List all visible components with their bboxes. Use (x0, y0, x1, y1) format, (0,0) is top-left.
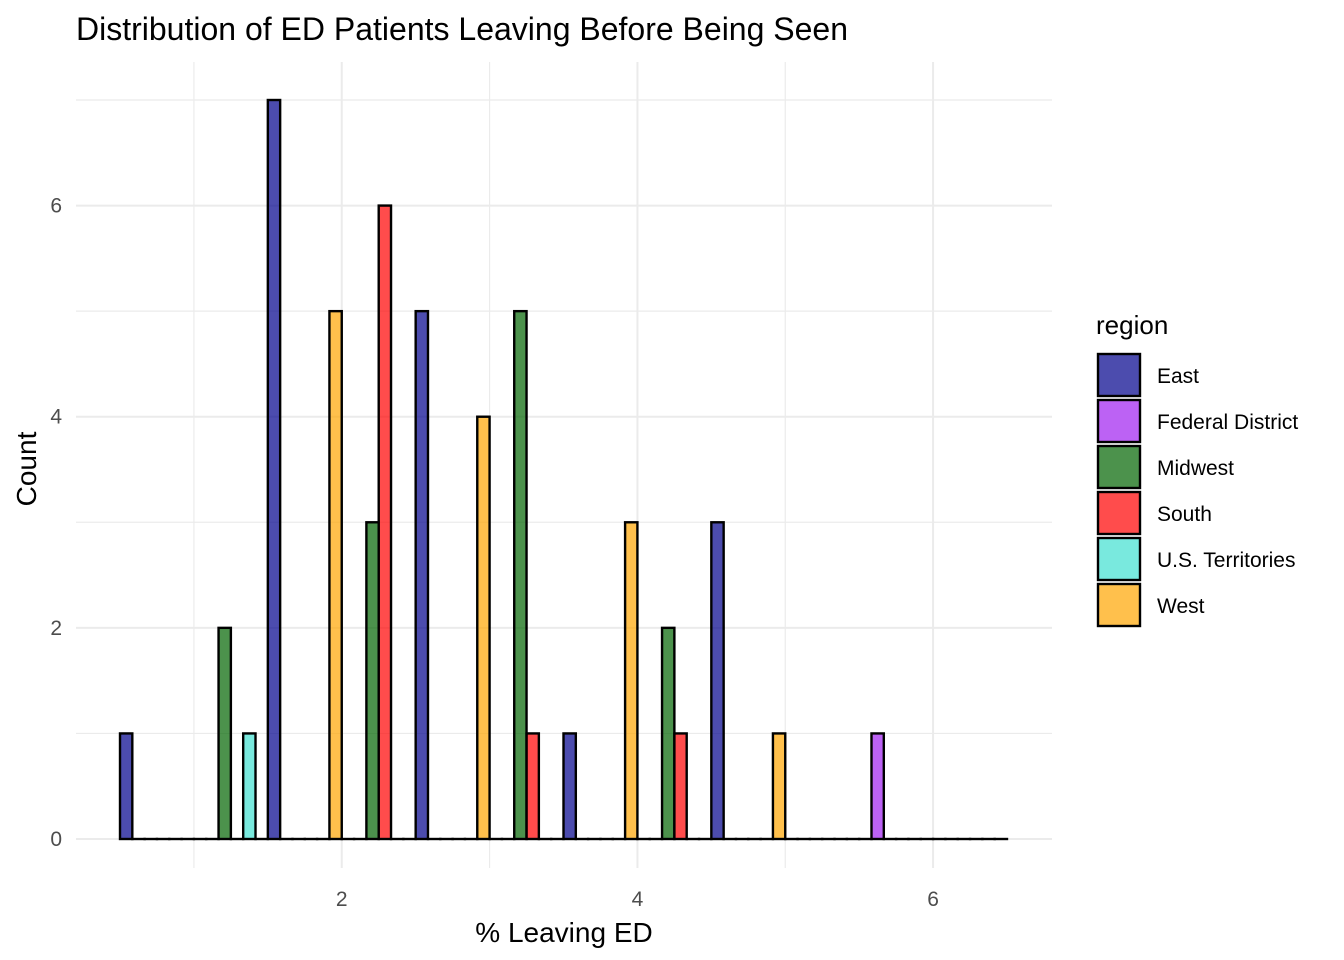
bar-south (377, 204, 393, 841)
y-tick-label: 0 (50, 828, 62, 851)
legend-label: West (1157, 595, 1205, 618)
x-tick-label: 4 (632, 888, 644, 911)
legend-key (1096, 582, 1142, 628)
legend-title: region (1096, 310, 1168, 340)
bar-east (266, 98, 282, 841)
legend: region East Federal District Midwest South U… (1096, 310, 1298, 628)
bar-west (771, 732, 787, 841)
bar-east (118, 732, 134, 841)
legend-label: Federal District (1157, 411, 1298, 434)
bar-east (710, 521, 725, 841)
x-axis-title: % Leaving ED (475, 917, 652, 948)
legend-key (1096, 352, 1142, 398)
bars (118, 98, 1009, 841)
legend-label: East (1157, 365, 1199, 388)
bar-south (673, 732, 688, 841)
legend-label: South (1157, 503, 1212, 526)
y-tick-label: 4 (50, 406, 62, 429)
tick-labels: 2 4 6 0 2 4 6 (50, 195, 939, 911)
legend-key (1096, 398, 1142, 444)
bar-west (623, 521, 639, 841)
x-tick-label: 2 (336, 888, 348, 911)
bar-east (562, 732, 578, 841)
y-tick-label: 6 (50, 195, 62, 218)
grid (76, 62, 1052, 868)
y-tick-label: 2 (50, 617, 62, 640)
bar-midwest (365, 521, 380, 841)
bar-midwest (513, 309, 528, 841)
legend-label: Midwest (1157, 457, 1234, 480)
bar-federal-district (870, 732, 886, 841)
legend-key (1096, 490, 1142, 536)
bar-midwest (660, 626, 676, 841)
bar-south (525, 732, 541, 841)
legend-key (1096, 444, 1142, 490)
chart-title: Distribution of ED Patients Leaving Befo… (76, 11, 848, 47)
legend-label: U.S. Territories (1157, 549, 1295, 572)
bar-east (414, 309, 430, 841)
bar-west (476, 415, 491, 841)
bar-west (328, 309, 343, 841)
x-tick-label: 6 (927, 888, 939, 911)
bar-u-s-territories (241, 732, 257, 841)
legend-key (1096, 536, 1142, 582)
bar-midwest (217, 626, 233, 841)
y-axis-title: Count (11, 431, 42, 506)
